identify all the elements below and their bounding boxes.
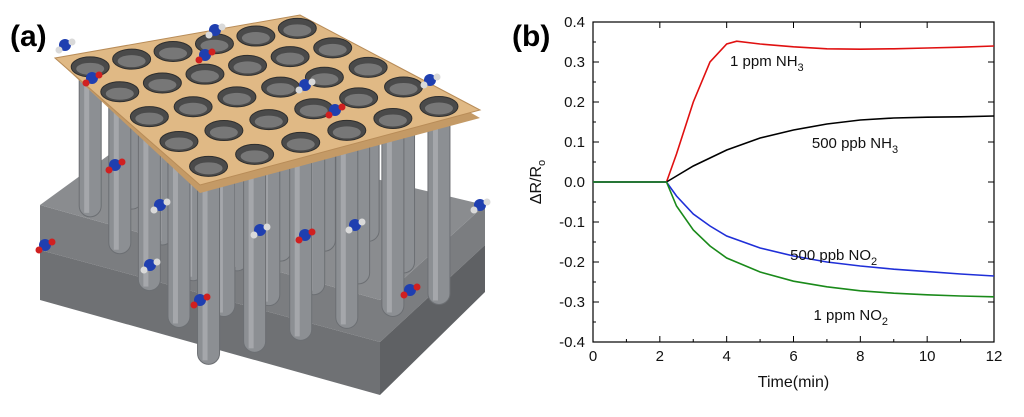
- molecule: [295, 228, 316, 244]
- molecule: [345, 218, 366, 234]
- y-tick-label: 0.2: [564, 94, 585, 111]
- x-tick-label: 0: [589, 348, 597, 365]
- hole-inner: [299, 104, 328, 117]
- response-chart: (b) 0 2 4 6 8 10 12 -0.4 -0.3 -0.2 -0.1 0.0 0.1 0.2 0.…: [512, 14, 1002, 391]
- sensor-illustration: (a): [10, 14, 491, 395]
- nanopillar-array-illustration: [35, 14, 491, 395]
- hole-inner: [105, 87, 134, 100]
- pillar-highlight: [432, 110, 438, 301]
- molecule: [470, 198, 491, 214]
- molecule: [55, 38, 76, 54]
- hole-inner: [209, 126, 238, 139]
- series-label: 500 ppb NH3: [812, 135, 898, 156]
- y-axis-title: ΔR/Ro: [528, 160, 548, 204]
- series-line: [593, 115, 995, 183]
- molecule: [295, 78, 316, 94]
- x-tick-label: 10: [919, 348, 936, 365]
- molecule: [150, 198, 171, 214]
- x-tick-label: 8: [856, 348, 864, 365]
- x-tick-label: 6: [789, 348, 797, 365]
- hole-inner: [276, 52, 305, 65]
- y-tick-label: 0.1: [564, 134, 585, 151]
- panel-a-label: (a): [10, 20, 47, 53]
- molecule: [400, 283, 421, 299]
- y-tick-label: 0.0: [564, 174, 585, 191]
- pillar: [243, 153, 267, 353]
- series-label: 500 ppb NO2: [790, 247, 877, 268]
- pillar-highlight: [202, 170, 208, 361]
- pillar-highlight: [113, 95, 119, 250]
- y-tick-label: -0.4: [559, 334, 585, 351]
- panel-b-label: (b): [512, 20, 550, 53]
- pillar-highlight: [143, 120, 149, 287]
- base-side: [380, 245, 485, 395]
- x-axis-title: Time(min): [758, 374, 829, 391]
- hole-inner: [389, 82, 418, 95]
- hole-inner: [164, 137, 193, 150]
- hole-inner: [233, 61, 262, 74]
- y-tick-label: 0.3: [564, 54, 585, 71]
- series-label: 1 ppm NO2: [814, 307, 888, 328]
- hole-inner: [190, 70, 219, 83]
- hole-inner: [354, 63, 383, 76]
- gas-molecules: [35, 23, 491, 309]
- hole-inner: [283, 24, 312, 37]
- molecule: [250, 223, 271, 239]
- molecule: [195, 48, 216, 64]
- x-tick-label: 12: [986, 348, 1003, 365]
- molecule: [82, 71, 103, 87]
- y-tick-label: 0.4: [564, 14, 585, 31]
- hole-inner: [378, 114, 407, 127]
- molecule: [35, 238, 56, 254]
- pillar: [381, 117, 405, 317]
- x-tick-label: 2: [656, 348, 664, 365]
- series-line: [593, 181, 995, 298]
- pillar: [197, 165, 221, 365]
- hole-inner: [241, 32, 270, 45]
- hole-inner: [286, 138, 315, 151]
- pillar-highlight: [217, 134, 223, 313]
- hole-inner: [332, 126, 361, 139]
- hole-inner: [424, 102, 453, 115]
- hole-inner: [135, 112, 164, 125]
- hole-inner: [266, 83, 295, 96]
- hole-inner: [179, 102, 208, 115]
- y-tick-label: -0.1: [559, 214, 585, 231]
- x-tick-label: 4: [722, 348, 730, 365]
- pillar-highlight: [172, 145, 178, 324]
- molecule: [420, 73, 441, 89]
- hole-inner: [117, 55, 146, 68]
- pillar-highlight: [386, 122, 392, 313]
- chart-area: 0 2 4 6 8 10 12 -0.4 -0.3 -0.2 -0.1 0.0 0.1 0.2 0.3 0.4…: [528, 14, 1002, 391]
- hole-inner: [148, 78, 177, 91]
- pillar: [427, 105, 451, 305]
- molecule: [105, 158, 126, 174]
- molecule: [140, 258, 161, 274]
- hole-inner: [222, 92, 251, 105]
- hole-inner: [76, 62, 105, 75]
- hole-inner: [194, 162, 223, 175]
- molecule: [205, 23, 226, 39]
- hole-inner: [200, 39, 229, 52]
- molecule: [325, 103, 346, 119]
- y-tick-label: -0.2: [559, 254, 585, 271]
- series-label: 1 ppm NH3: [730, 53, 804, 74]
- hole-inner: [159, 47, 188, 60]
- hole-inner: [240, 150, 269, 163]
- hole-inner: [254, 115, 283, 128]
- pillar-highlight: [248, 158, 254, 349]
- pillar-highlight: [340, 134, 346, 325]
- molecule: [190, 293, 211, 309]
- pillar-highlight: [84, 70, 90, 213]
- y-tick-label: -0.3: [559, 294, 585, 311]
- hole-inner: [344, 93, 373, 106]
- hole-inner: [318, 43, 347, 56]
- hole-inner: [310, 73, 339, 86]
- plate-holes: [70, 17, 459, 177]
